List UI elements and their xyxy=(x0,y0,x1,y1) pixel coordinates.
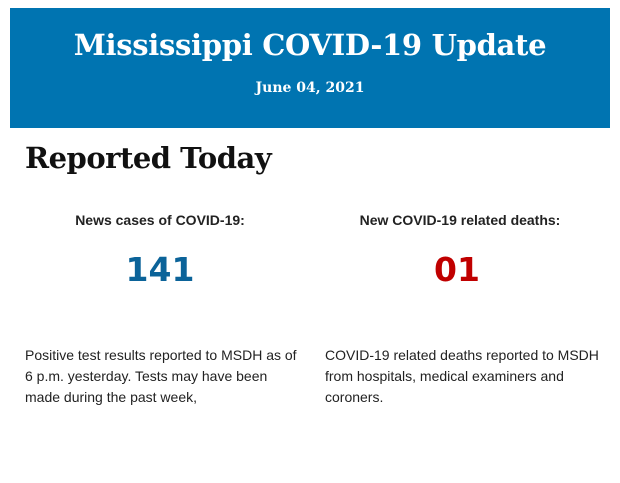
page-title: Mississippi COVID-19 Update xyxy=(73,28,547,62)
section-heading: Reported Today xyxy=(25,141,272,175)
new-deaths-value: 01 xyxy=(434,250,480,289)
header-banner: Mississippi COVID-19 Update June 04, 202… xyxy=(10,8,610,128)
new-cases-value: 141 xyxy=(125,250,195,289)
new-deaths-description: COVID-19 related deaths reported to MSDH… xyxy=(325,347,599,405)
report-date: June 04, 2021 xyxy=(255,80,365,96)
new-deaths-label: New COVID-19 related deaths: xyxy=(359,212,561,228)
new-cases-description: Positive test results reported to MSDH a… xyxy=(25,347,297,405)
new-cases-label: News cases of COVID-19: xyxy=(75,212,245,228)
